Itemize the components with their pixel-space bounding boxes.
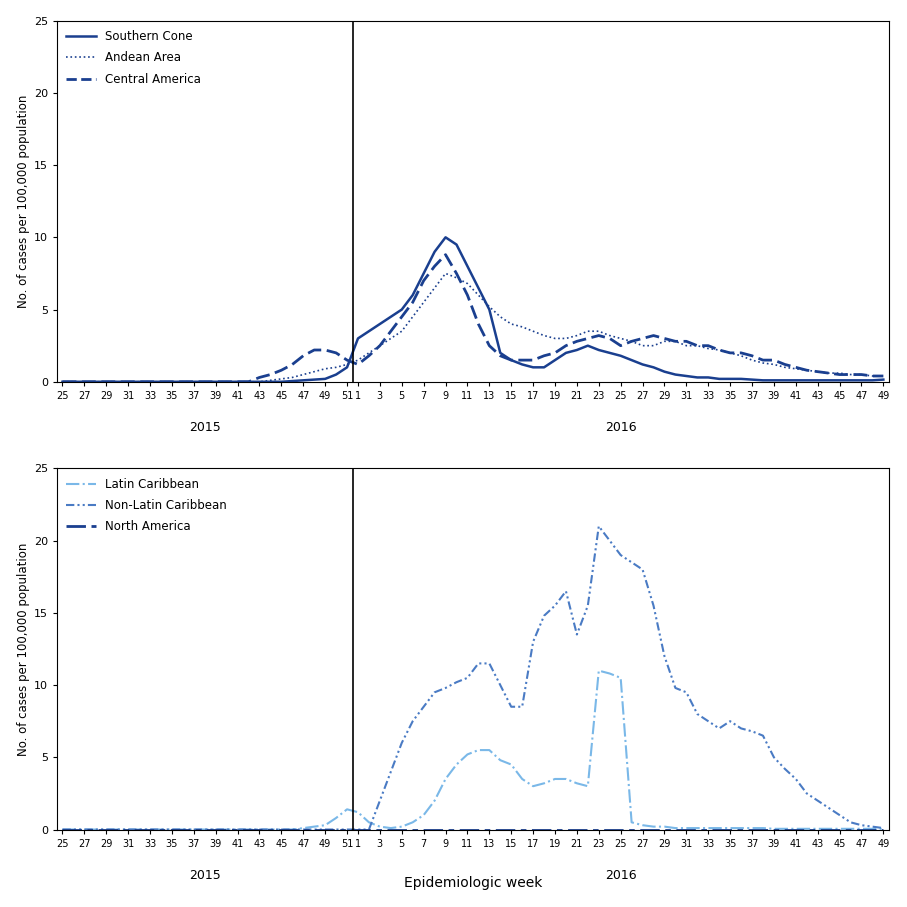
Andean Area [342,359,353,370]
Central America [440,249,451,260]
Text: 2016: 2016 [605,869,637,883]
Non-Latin Caribbean [133,824,144,835]
Southern Cone [725,374,736,385]
Latin Caribbean [133,824,144,835]
Central America [57,376,68,387]
Non-Latin Caribbean [725,716,736,727]
Latin Caribbean [878,824,889,834]
Non-Latin Caribbean [593,521,604,532]
Non-Latin Caribbean [582,600,593,611]
Andean Area [593,326,604,336]
Text: 2015: 2015 [189,422,220,434]
Andean Area [495,311,506,322]
North America [604,824,615,835]
North America [582,824,593,835]
Line: Non-Latin Caribbean: Non-Latin Caribbean [63,526,883,830]
Latin Caribbean [593,665,604,676]
Latin Caribbean [484,745,495,756]
Southern Cone [495,347,506,358]
Andean Area [878,371,889,382]
Southern Cone [133,376,144,387]
Central America [593,330,604,341]
Latin Caribbean [725,823,736,834]
Southern Cone [593,345,604,356]
North America [133,824,144,835]
Andean Area [440,268,451,278]
Southern Cone [342,362,353,373]
Andean Area [615,333,626,344]
Central America [495,350,506,361]
Southern Cone [440,232,451,243]
North America [484,824,495,835]
Central America [615,340,626,351]
Southern Cone [878,375,889,385]
Legend: Latin Caribbean, Non-Latin Caribbean, North America: Latin Caribbean, Non-Latin Caribbean, No… [63,474,230,537]
X-axis label: Epidemiologic week: Epidemiologic week [404,876,542,891]
Central America [725,347,736,358]
Andean Area [57,376,68,387]
North America [342,824,353,835]
Non-Latin Caribbean [484,658,495,668]
Line: Central America: Central America [63,255,883,382]
Line: Andean Area: Andean Area [63,273,883,382]
Andean Area [133,376,144,387]
Central America [133,376,144,387]
Latin Caribbean [582,781,593,792]
North America [57,824,68,835]
Non-Latin Caribbean [342,824,353,835]
Line: Latin Caribbean: Latin Caribbean [63,670,883,830]
Non-Latin Caribbean [615,550,626,561]
Southern Cone [615,350,626,361]
Y-axis label: No. of cases per 100,000 population: No. of cases per 100,000 population [16,94,30,307]
Central America [878,371,889,382]
Latin Caribbean [342,804,353,814]
Text: 2016: 2016 [605,422,637,434]
Andean Area [725,347,736,358]
Line: Southern Cone: Southern Cone [63,238,883,382]
North America [878,824,889,835]
North America [714,824,725,835]
Latin Caribbean [57,824,68,835]
Central America [342,355,353,366]
Southern Cone [57,376,68,387]
Latin Caribbean [615,672,626,683]
Text: 2015: 2015 [189,869,220,883]
Non-Latin Caribbean [878,823,889,834]
Legend: Southern Cone, Andean Area, Central America: Southern Cone, Andean Area, Central Amer… [63,26,205,89]
Non-Latin Caribbean [57,824,68,835]
Y-axis label: No. of cases per 100,000 population: No. of cases per 100,000 population [16,542,30,756]
